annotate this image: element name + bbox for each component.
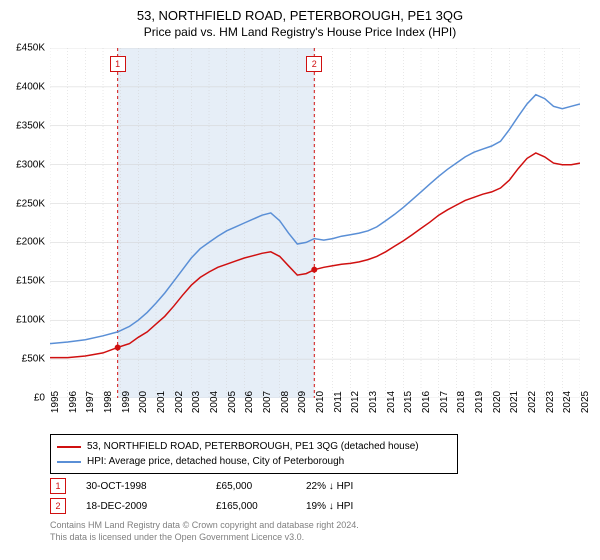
event-price: £165,000 bbox=[216, 501, 286, 512]
chart-svg bbox=[50, 48, 580, 398]
event-diff: 22% ↓ HPI bbox=[306, 481, 386, 492]
chart-container: 53, NORTHFIELD ROAD, PETERBOROUGH, PE1 3… bbox=[0, 0, 600, 560]
y-tick-label: £150K bbox=[5, 276, 45, 287]
x-tick-label: 2005 bbox=[227, 391, 238, 413]
legend-row: HPI: Average price, detached house, City… bbox=[57, 454, 451, 469]
x-tick-label: 1995 bbox=[50, 391, 61, 413]
x-tick-label: 2001 bbox=[156, 391, 167, 413]
y-tick-label: £350K bbox=[5, 120, 45, 131]
x-tick-label: 2022 bbox=[527, 391, 538, 413]
legend-label: HPI: Average price, detached house, City… bbox=[87, 454, 344, 469]
x-tick-label: 2021 bbox=[509, 391, 520, 413]
event-list: 1 30-OCT-1998 £65,000 22% ↓ HPI 2 18-DEC-2009… bbox=[50, 478, 386, 518]
x-tick-label: 2004 bbox=[209, 391, 220, 413]
x-tick-label: 2002 bbox=[174, 391, 185, 413]
x-tick-label: 2025 bbox=[580, 391, 591, 413]
y-tick-label: £450K bbox=[5, 43, 45, 54]
x-tick-label: 2019 bbox=[474, 391, 485, 413]
x-tick-label: 1998 bbox=[103, 391, 114, 413]
x-tick-label: 1999 bbox=[121, 391, 132, 413]
y-tick-label: £50K bbox=[5, 354, 45, 365]
chart-subtitle: Price paid vs. HM Land Registry's House … bbox=[0, 23, 600, 45]
event-row: 1 30-OCT-1998 £65,000 22% ↓ HPI bbox=[50, 478, 386, 494]
footer-attribution: Contains HM Land Registry data © Crown c… bbox=[50, 520, 359, 543]
x-tick-label: 2003 bbox=[191, 391, 202, 413]
x-tick-label: 2024 bbox=[562, 391, 573, 413]
chart-area: £0£50K£100K£150K£200K£250K£300K£350K£400… bbox=[50, 48, 580, 398]
x-tick-label: 2006 bbox=[244, 391, 255, 413]
legend-label: 53, NORTHFIELD ROAD, PETERBOROUGH, PE1 3… bbox=[87, 439, 419, 454]
footer-line2: This data is licensed under the Open Gov… bbox=[50, 532, 359, 544]
x-tick-label: 2015 bbox=[403, 391, 414, 413]
event-row: 2 18-DEC-2009 £165,000 19% ↓ HPI bbox=[50, 498, 386, 514]
y-tick-label: £400K bbox=[5, 81, 45, 92]
event-marker-box: 1 bbox=[50, 478, 66, 494]
x-tick-label: 2023 bbox=[545, 391, 556, 413]
y-tick-label: £0 bbox=[5, 393, 45, 404]
x-tick-label: 2007 bbox=[262, 391, 273, 413]
x-tick-label: 2013 bbox=[368, 391, 379, 413]
legend-row: 53, NORTHFIELD ROAD, PETERBOROUGH, PE1 3… bbox=[57, 439, 451, 454]
legend: 53, NORTHFIELD ROAD, PETERBOROUGH, PE1 3… bbox=[50, 434, 458, 474]
x-tick-label: 1996 bbox=[68, 391, 79, 413]
x-tick-label: 2018 bbox=[456, 391, 467, 413]
legend-swatch bbox=[57, 446, 81, 448]
event-price: £65,000 bbox=[216, 481, 286, 492]
x-tick-label: 2009 bbox=[297, 391, 308, 413]
event-marker-2: 2 bbox=[306, 56, 322, 72]
x-tick-label: 2010 bbox=[315, 391, 326, 413]
event-diff: 19% ↓ HPI bbox=[306, 501, 386, 512]
y-tick-label: £300K bbox=[5, 159, 45, 170]
x-tick-label: 2008 bbox=[280, 391, 291, 413]
x-tick-label: 2017 bbox=[439, 391, 450, 413]
x-tick-label: 2012 bbox=[350, 391, 361, 413]
legend-swatch bbox=[57, 461, 81, 463]
y-tick-label: £250K bbox=[5, 198, 45, 209]
y-tick-label: £200K bbox=[5, 237, 45, 248]
event-marker-1: 1 bbox=[110, 56, 126, 72]
x-tick-label: 2011 bbox=[333, 391, 344, 413]
event-date: 30-OCT-1998 bbox=[86, 481, 196, 492]
event-date: 18-DEC-2009 bbox=[86, 501, 196, 512]
event-marker-box: 2 bbox=[50, 498, 66, 514]
y-tick-label: £100K bbox=[5, 315, 45, 326]
footer-line1: Contains HM Land Registry data © Crown c… bbox=[50, 520, 359, 532]
x-tick-label: 2000 bbox=[138, 391, 149, 413]
x-tick-label: 2016 bbox=[421, 391, 432, 413]
chart-title: 53, NORTHFIELD ROAD, PETERBOROUGH, PE1 3… bbox=[0, 0, 600, 23]
x-tick-label: 1997 bbox=[85, 391, 96, 413]
x-tick-label: 2014 bbox=[386, 391, 397, 413]
x-tick-label: 2020 bbox=[492, 391, 503, 413]
